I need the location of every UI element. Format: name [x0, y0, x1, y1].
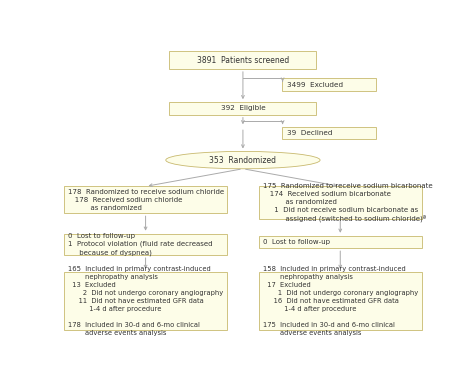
Text: 175  Randomized to receive sodium bicarbonate
   174  Received sodium bicarbonat: 175 Randomized to receive sodium bicarbo…	[263, 183, 433, 222]
Text: 0  Lost to follow-up
1  Protocol violation (fluid rate decreased
     because of: 0 Lost to follow-up 1 Protocol violation…	[68, 233, 213, 256]
FancyBboxPatch shape	[258, 186, 422, 219]
FancyBboxPatch shape	[169, 102, 316, 115]
Text: 165  Included in primary contrast-induced
        nephropathy analysis
  13  Exc: 165 Included in primary contrast-induced…	[68, 266, 224, 336]
Text: 353  Randomized: 353 Randomized	[210, 156, 276, 165]
FancyBboxPatch shape	[283, 78, 376, 91]
Text: 178  Randomized to receive sodium chloride
   178  Received sodium chloride
    : 178 Randomized to receive sodium chlorid…	[68, 189, 224, 211]
FancyBboxPatch shape	[64, 186, 228, 213]
Ellipse shape	[166, 151, 320, 169]
FancyBboxPatch shape	[283, 126, 376, 139]
FancyBboxPatch shape	[258, 236, 422, 248]
FancyBboxPatch shape	[258, 272, 422, 331]
Text: 392  Eligible: 392 Eligible	[220, 106, 265, 111]
FancyBboxPatch shape	[64, 234, 228, 255]
Text: 0  Lost to follow-up: 0 Lost to follow-up	[263, 239, 330, 245]
Text: 158  Included in primary contrast-induced
        nephropathy analysis
  17  Exc: 158 Included in primary contrast-induced…	[263, 266, 418, 336]
Text: 3499  Excluded: 3499 Excluded	[287, 81, 343, 88]
Text: 39  Declined: 39 Declined	[287, 130, 332, 136]
FancyBboxPatch shape	[169, 51, 316, 69]
FancyBboxPatch shape	[64, 272, 228, 331]
Text: 3891  Patients screened: 3891 Patients screened	[197, 55, 289, 64]
